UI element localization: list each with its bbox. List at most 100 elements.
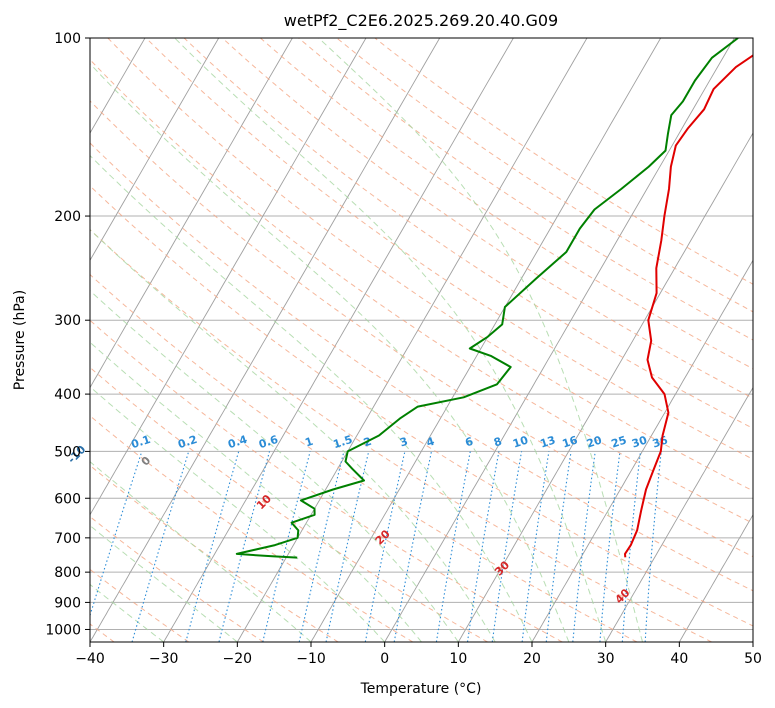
mixing-ratio-line xyxy=(572,451,596,642)
mixing-ratio-line xyxy=(644,451,662,642)
x-tick-label: 20 xyxy=(523,651,541,667)
mixing-ratio-label: 3 xyxy=(398,435,409,450)
dry-adiabat xyxy=(90,415,414,642)
y-axis: 100 200 300 400 500 600 700 800 900 1000 xyxy=(45,31,90,638)
x-tick-label: −30 xyxy=(149,651,179,667)
x-tick-label: −40 xyxy=(75,651,105,667)
mixing-ratio-label: 25 xyxy=(610,434,629,451)
isotherm-line xyxy=(163,38,514,642)
y-tick-label: 1000 xyxy=(45,622,81,638)
mixing-ratio-line xyxy=(131,451,190,642)
y-tick-label: 900 xyxy=(54,595,81,611)
x-axis-title: Temperature (°C) xyxy=(360,681,482,697)
dry-adiabat xyxy=(90,319,563,642)
dry-adiabat xyxy=(90,568,190,642)
y-tick-label: 600 xyxy=(54,491,81,507)
mixing-ratio-label: 16 xyxy=(561,433,580,450)
mixing-ratio-line xyxy=(466,451,500,642)
isotherm-line xyxy=(90,38,293,389)
mixing-ratio-line xyxy=(599,451,621,642)
y-tick-label: 200 xyxy=(54,209,81,225)
dry-adiabat xyxy=(183,38,753,429)
sounding-profiles xyxy=(235,38,753,559)
dry-adiabat xyxy=(221,38,753,399)
moist-adiabat xyxy=(318,38,643,642)
chart-title: wetPf2_C2E6.2025.269.20.40.G09 xyxy=(284,11,558,31)
y-tick-label: 100 xyxy=(54,31,81,47)
mixing-ratio-label: 0.1 xyxy=(130,433,153,451)
dry-adiabat xyxy=(90,229,712,642)
x-tick-label: 0 xyxy=(380,651,389,667)
x-tick-label: 40 xyxy=(670,651,688,667)
y-axis-title: Pressure (hPa) xyxy=(12,290,28,390)
moist-adiabat xyxy=(90,290,459,642)
dry-adiabat xyxy=(90,273,638,642)
isopleth-labels: 0.10.20.40.611.52346810131620253036-100-… xyxy=(65,433,670,606)
mixing-ratio-label: 1 xyxy=(303,435,314,450)
isotherm-line xyxy=(605,386,753,642)
dry-adiabat xyxy=(90,58,753,524)
isotherm-line xyxy=(90,38,220,262)
moist-adiabat xyxy=(174,38,607,642)
dry-adiabat xyxy=(90,464,339,642)
dry-adiabat xyxy=(90,142,753,592)
isotherm-line xyxy=(310,38,662,642)
x-axis: −40 −30 −20 −10 0 10 20 30 40 50 xyxy=(75,642,762,667)
mixing-ratio-label: 36 xyxy=(651,433,670,450)
x-tick-label: 50 xyxy=(744,651,762,667)
x-tick-label: 10 xyxy=(449,651,467,667)
mixing-ratio-line xyxy=(185,451,240,642)
mixing-ratio-line xyxy=(435,451,471,642)
isotherm-line xyxy=(531,259,753,642)
x-tick-label: −20 xyxy=(223,651,253,667)
dry-adiabat xyxy=(90,366,488,642)
dry-adiabat xyxy=(336,38,753,313)
mixing-ratio-label: 10 xyxy=(511,433,530,450)
moist-adiabat xyxy=(90,386,386,642)
isotherm-line xyxy=(752,641,753,642)
plot-frame xyxy=(89,37,754,643)
isotherm-line xyxy=(384,38,735,642)
dry-adiabat-label: 0 xyxy=(139,454,154,469)
mixing-ratio-label: 0.6 xyxy=(257,433,280,451)
mixing-ratio-label: 4 xyxy=(425,435,437,450)
x-tick-label: 30 xyxy=(597,651,615,667)
dewpoint-profile xyxy=(235,38,739,559)
mixing-ratio-line xyxy=(298,451,345,642)
moist-adiabat xyxy=(90,62,570,642)
x-tick-label: −10 xyxy=(296,651,326,667)
plot-background-lines xyxy=(90,38,753,642)
dry-adiabat-label: 10 xyxy=(254,492,274,512)
mixing-ratio-label: 1.5 xyxy=(332,433,355,451)
mixing-ratio-line xyxy=(545,451,572,642)
dry-adiabat xyxy=(107,38,753,492)
y-tick-label: 800 xyxy=(54,565,81,581)
y-tick-label: 700 xyxy=(54,531,81,547)
moist-adiabat xyxy=(90,461,312,642)
mixing-ratio-line xyxy=(262,451,311,642)
moist-adiabat xyxy=(90,341,422,642)
dry-adiabat xyxy=(90,515,264,642)
mixing-ratio-line xyxy=(521,451,550,642)
y-tick-label: 500 xyxy=(54,444,81,460)
dry-adiabat xyxy=(90,100,753,558)
dry-adiabat xyxy=(260,38,753,370)
mixing-ratio-label: 13 xyxy=(539,434,558,451)
mixing-ratio-label: 30 xyxy=(630,433,649,450)
moist-adiabat xyxy=(90,228,496,642)
isotherm-line xyxy=(678,513,753,642)
dry-adiabat-label: 30 xyxy=(492,558,512,578)
mixing-ratio-label: 20 xyxy=(585,433,604,450)
mixing-ratio-label: 0.2 xyxy=(176,433,199,451)
moist-adiabat xyxy=(90,154,533,642)
isotherm-line xyxy=(90,38,367,516)
y-tick-label: 400 xyxy=(54,387,81,403)
mixing-ratio-line xyxy=(90,451,143,618)
mixing-ratio-label: 8 xyxy=(492,435,503,450)
mixing-ratio-label: 6 xyxy=(464,435,476,450)
dry-adiabat-label: 40 xyxy=(613,586,633,606)
mixing-ratio-line xyxy=(491,451,523,642)
mixing-ratio-line xyxy=(393,451,433,642)
y-tick-label: 300 xyxy=(54,313,81,329)
